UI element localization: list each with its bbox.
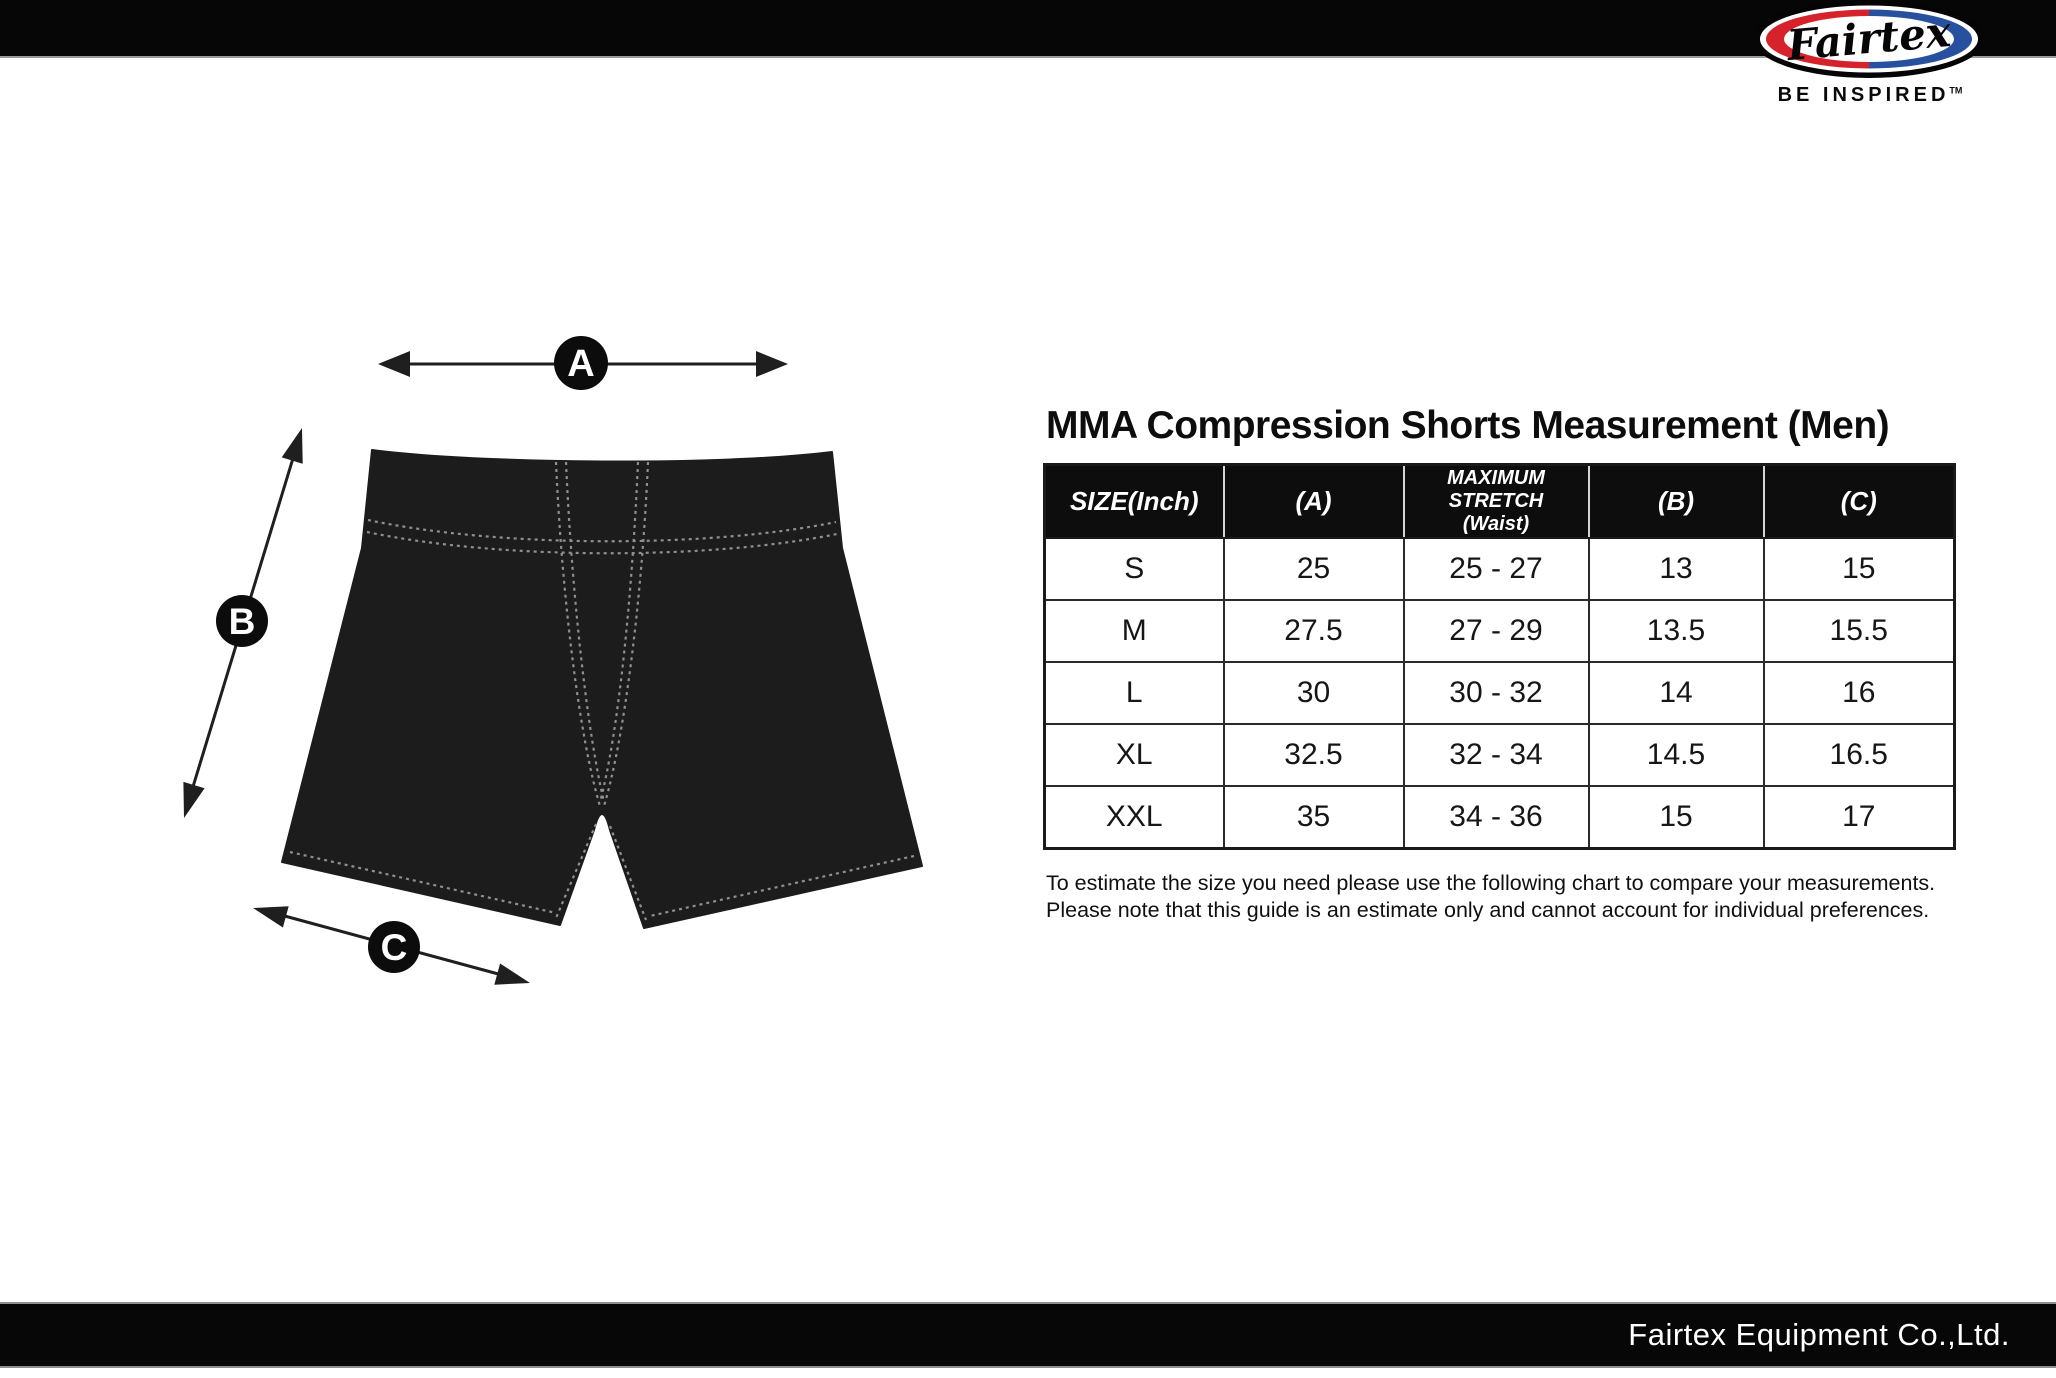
shorts-silhouette bbox=[281, 449, 923, 929]
cell-size: XXL bbox=[1043, 785, 1225, 850]
table-header-row: SIZE(Inch) (A) MAXIMUM STRETCH (Waist) (… bbox=[1043, 463, 1956, 539]
cell-size: L bbox=[1043, 661, 1225, 725]
cell-b: 15 bbox=[1587, 785, 1765, 850]
label-b-badge bbox=[216, 595, 268, 647]
cell-a: 27.5 bbox=[1222, 599, 1405, 663]
fairtex-logo: Fairtex bbox=[1753, 0, 1985, 78]
cell-c: 16 bbox=[1762, 661, 1956, 725]
cell-stretch: 25 - 27 bbox=[1402, 537, 1590, 601]
label-c: C bbox=[381, 927, 408, 968]
cell-size: XL bbox=[1043, 723, 1225, 787]
header-c: (C) bbox=[1762, 463, 1956, 539]
cell-size: M bbox=[1043, 599, 1225, 663]
cell-a: 25 bbox=[1222, 537, 1405, 601]
table-row: S 25 25 - 27 13 15 bbox=[1043, 537, 1956, 601]
sizing-note-line1: To estimate the size you need please use… bbox=[1046, 871, 1936, 895]
stitch-lines bbox=[289, 461, 915, 921]
header-a: (A) bbox=[1222, 463, 1405, 539]
table-row: XXL 35 34 - 36 15 17 bbox=[1043, 785, 1956, 850]
header-b: (B) bbox=[1587, 463, 1765, 539]
cell-b: 13 bbox=[1587, 537, 1765, 601]
company-name: Fairtex Equipment Co.,Ltd. bbox=[1628, 1317, 2010, 1352]
table-row: M 27.5 27 - 29 13.5 15.5 bbox=[1043, 599, 1956, 663]
label-c-badge bbox=[368, 921, 420, 973]
cell-c: 15.5 bbox=[1762, 599, 1956, 663]
cell-stretch: 34 - 36 bbox=[1402, 785, 1590, 850]
header-max-stretch: MAXIMUM STRETCH (Waist) bbox=[1402, 463, 1590, 539]
header-size: SIZE(Inch) bbox=[1043, 463, 1225, 539]
size-chart-title: MMA Compression Shorts Measurement (Men) bbox=[1046, 404, 1890, 447]
cell-c: 17 bbox=[1762, 785, 1956, 850]
trademark-mark: TM bbox=[1949, 85, 1963, 96]
tagline-text: BE INSPIRED bbox=[1777, 84, 1950, 106]
cell-a: 35 bbox=[1222, 785, 1405, 850]
size-chart-table: SIZE(Inch) (A) MAXIMUM STRETCH (Waist) (… bbox=[1043, 463, 1956, 850]
label-a-badge bbox=[554, 336, 608, 390]
sizing-note: To estimate the size you need please use… bbox=[1046, 870, 1935, 924]
cell-stretch: 30 - 32 bbox=[1402, 661, 1590, 725]
logo-inner-oval bbox=[1784, 16, 1954, 62]
shorts-diagram: A B C bbox=[183, 336, 923, 985]
cell-b: 14.5 bbox=[1587, 723, 1765, 787]
cell-b: 14 bbox=[1587, 661, 1765, 725]
cell-size: S bbox=[1043, 537, 1225, 601]
table-row: XL 32.5 32 - 34 14.5 16.5 bbox=[1043, 723, 1956, 787]
cell-a: 30 bbox=[1222, 661, 1405, 725]
cell-b: 13.5 bbox=[1587, 599, 1765, 663]
label-a: A bbox=[567, 343, 594, 385]
cell-c: 16.5 bbox=[1762, 723, 1956, 787]
cell-stretch: 32 - 34 bbox=[1402, 723, 1590, 787]
top-bar bbox=[0, 0, 2056, 58]
cell-c: 15 bbox=[1762, 537, 1956, 601]
label-b: B bbox=[229, 601, 256, 642]
cell-a: 32.5 bbox=[1222, 723, 1405, 787]
sizing-note-line2: Please note that this guide is an estima… bbox=[1046, 898, 1930, 922]
brand-tagline: BE INSPIREDTM bbox=[1738, 84, 2002, 107]
bottom-bar: Fairtex Equipment Co.,Ltd. bbox=[0, 1302, 2056, 1368]
table-row: L 30 30 - 32 14 16 bbox=[1043, 661, 1956, 725]
cell-stretch: 27 - 29 bbox=[1402, 599, 1590, 663]
